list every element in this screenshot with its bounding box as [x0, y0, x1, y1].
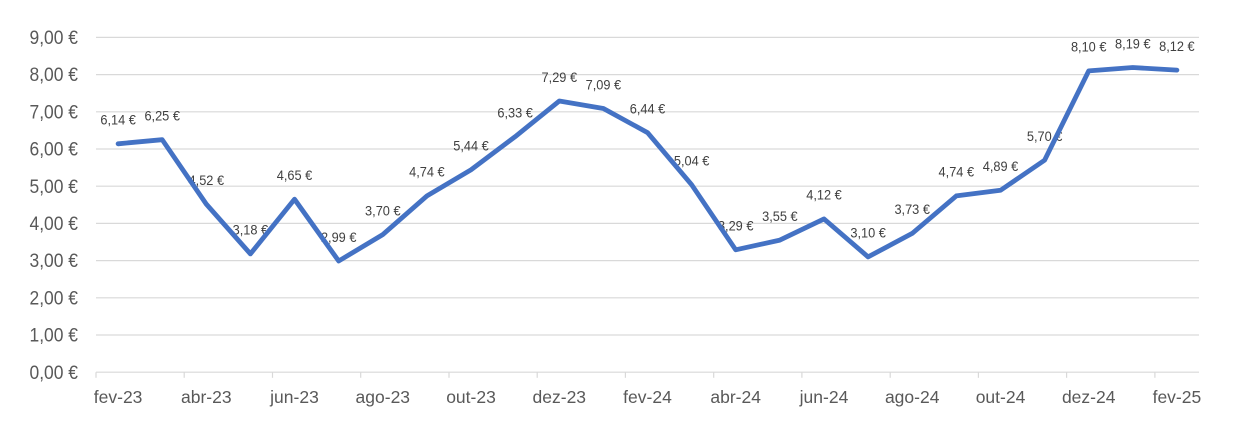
svg-text:1,00 €: 1,00 €	[30, 326, 79, 347]
svg-text:3,55 €: 3,55 €	[762, 209, 798, 225]
svg-text:2,99 €: 2,99 €	[321, 230, 357, 246]
svg-text:3,73 €: 3,73 €	[894, 202, 930, 218]
svg-text:7,00 €: 7,00 €	[30, 102, 79, 123]
svg-text:4,00 €: 4,00 €	[30, 214, 79, 235]
svg-text:out-23: out-23	[446, 387, 496, 407]
svg-text:out-24: out-24	[976, 387, 1026, 407]
svg-text:abr-24: abr-24	[710, 387, 761, 407]
svg-text:jun-23: jun-23	[269, 387, 319, 407]
svg-text:0,00 €: 0,00 €	[30, 363, 79, 384]
svg-text:6,44 €: 6,44 €	[630, 101, 666, 117]
svg-text:5,44 €: 5,44 €	[453, 139, 489, 155]
svg-text:5,00 €: 5,00 €	[30, 177, 79, 198]
svg-text:6,25 €: 6,25 €	[144, 109, 180, 125]
svg-text:ago-24: ago-24	[885, 387, 940, 407]
svg-text:3,00 €: 3,00 €	[30, 251, 79, 272]
svg-text:4,12 €: 4,12 €	[806, 188, 842, 204]
svg-text:8,19 €: 8,19 €	[1115, 36, 1151, 52]
svg-text:jun-24: jun-24	[799, 387, 849, 407]
svg-text:3,29 €: 3,29 €	[718, 219, 754, 235]
svg-text:5,04 €: 5,04 €	[674, 154, 710, 170]
svg-text:fev-25: fev-25	[1153, 387, 1202, 407]
svg-text:7,09 €: 7,09 €	[586, 77, 622, 93]
svg-text:4,74 €: 4,74 €	[939, 165, 975, 181]
svg-text:6,00 €: 6,00 €	[30, 140, 79, 161]
svg-text:dez-24: dez-24	[1062, 387, 1116, 407]
svg-text:4,74 €: 4,74 €	[409, 165, 445, 181]
svg-text:3,10 €: 3,10 €	[850, 226, 886, 242]
svg-text:8,10 €: 8,10 €	[1071, 40, 1107, 56]
svg-text:6,33 €: 6,33 €	[497, 106, 533, 122]
svg-text:4,89 €: 4,89 €	[983, 159, 1019, 175]
svg-text:abr-23: abr-23	[181, 387, 232, 407]
svg-text:9,00 €: 9,00 €	[30, 28, 79, 49]
svg-text:3,18 €: 3,18 €	[233, 223, 269, 239]
svg-text:4,52 €: 4,52 €	[189, 173, 225, 189]
svg-text:8,12 €: 8,12 €	[1159, 39, 1195, 55]
svg-text:fev-23: fev-23	[94, 387, 143, 407]
svg-text:7,29 €: 7,29 €	[542, 70, 578, 86]
svg-text:6,14 €: 6,14 €	[100, 113, 136, 129]
svg-text:3,70 €: 3,70 €	[365, 203, 401, 219]
svg-text:4,65 €: 4,65 €	[277, 168, 313, 184]
svg-text:ago-23: ago-23	[356, 387, 411, 407]
svg-text:dez-23: dez-23	[533, 387, 587, 407]
svg-text:2,00 €: 2,00 €	[30, 288, 79, 309]
svg-text:fev-24: fev-24	[623, 387, 672, 407]
svg-text:8,00 €: 8,00 €	[30, 65, 79, 86]
